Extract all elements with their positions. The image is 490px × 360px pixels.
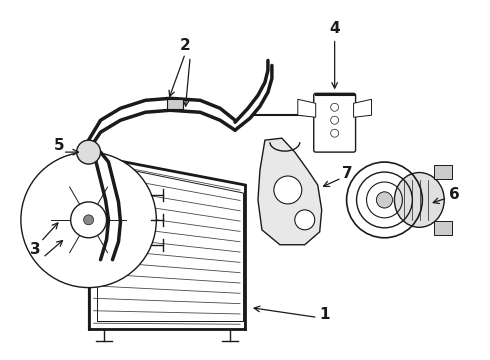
Text: 4: 4: [329, 21, 340, 36]
Polygon shape: [89, 155, 245, 329]
Ellipse shape: [394, 172, 444, 227]
Circle shape: [76, 140, 100, 164]
Circle shape: [331, 129, 339, 137]
Polygon shape: [258, 138, 322, 245]
Text: 3: 3: [30, 242, 41, 257]
Circle shape: [71, 202, 106, 238]
FancyBboxPatch shape: [314, 93, 356, 152]
Text: 2: 2: [180, 38, 191, 53]
Circle shape: [274, 176, 302, 204]
Text: 7: 7: [343, 166, 353, 180]
Circle shape: [331, 116, 339, 124]
Circle shape: [84, 215, 94, 225]
Text: 5: 5: [53, 138, 64, 153]
Circle shape: [331, 103, 339, 111]
Bar: [167, 99, 183, 109]
Circle shape: [376, 192, 392, 208]
Text: 6: 6: [449, 188, 460, 202]
Polygon shape: [298, 99, 316, 117]
Circle shape: [21, 152, 156, 288]
Bar: [434, 165, 452, 179]
Circle shape: [295, 210, 315, 230]
Polygon shape: [354, 99, 371, 117]
Bar: [434, 221, 452, 235]
Text: 1: 1: [319, 307, 330, 322]
